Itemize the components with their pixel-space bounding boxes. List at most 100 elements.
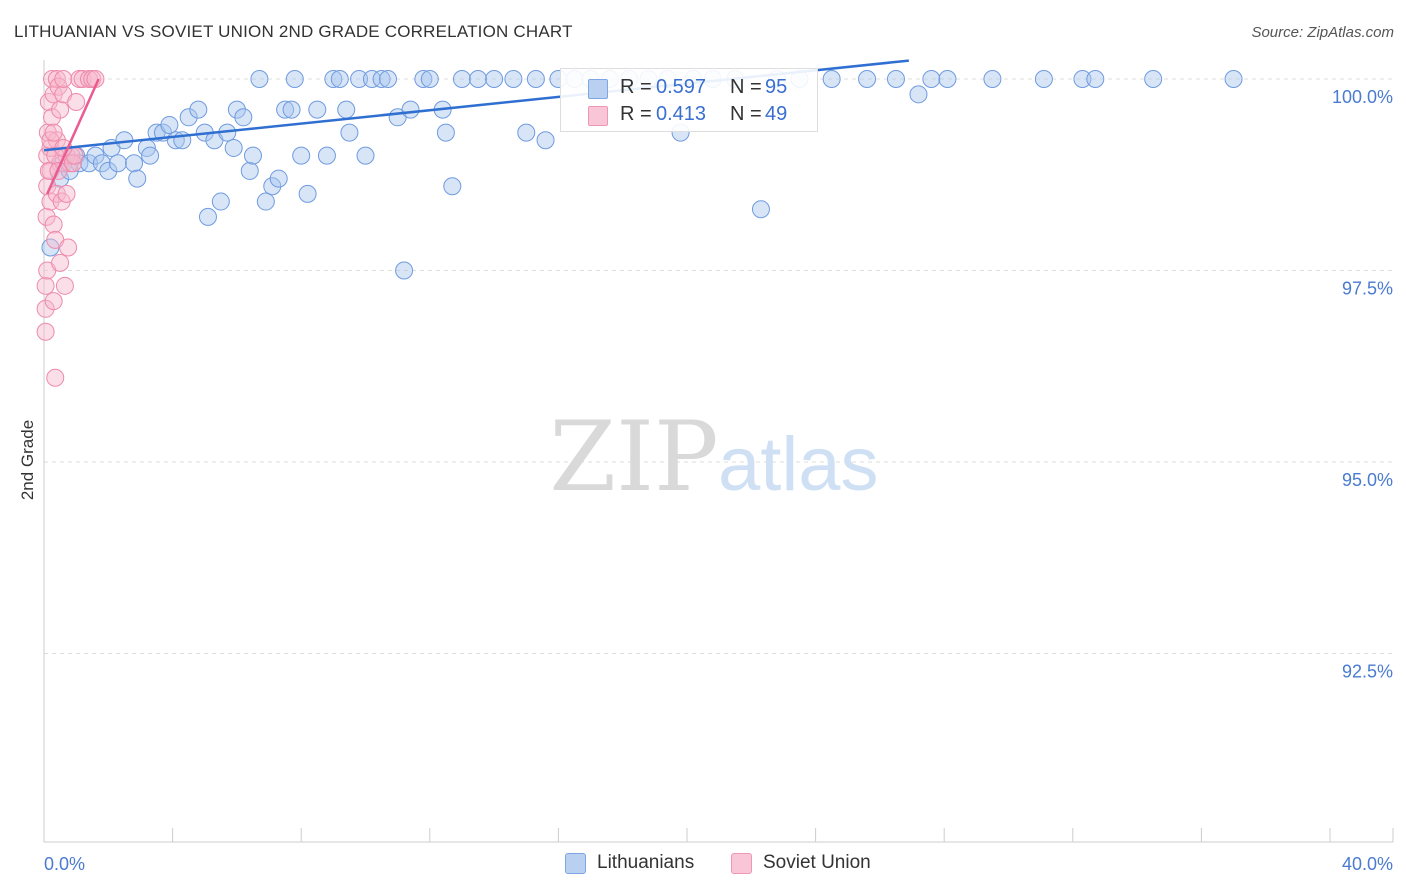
legend-swatch-pink [588, 106, 608, 126]
data-point-soviet-union [51, 253, 70, 272]
watermark: ZIP atlas [549, 401, 878, 513]
data-point-lithuanians [420, 70, 439, 88]
data-point-soviet-union [55, 276, 74, 295]
data-point-lithuanians [80, 154, 99, 173]
data-point-lithuanians [179, 108, 198, 127]
legend-swatch-soviet-union [731, 853, 752, 874]
y-tick-label: 95.0% [1342, 470, 1393, 490]
data-point-lithuanians [308, 100, 327, 119]
data-point-soviet-union [36, 322, 55, 341]
legend-n-value: 49 [765, 103, 788, 125]
data-point-lithuanians [1073, 70, 1092, 88]
data-point-lithuanians [282, 100, 301, 119]
data-point-soviet-union [47, 70, 66, 88]
watermark-atlas: atlas [718, 422, 879, 507]
data-point-lithuanians [340, 123, 359, 142]
legend-n-label: N = [730, 76, 762, 98]
data-point-lithuanians [227, 100, 246, 119]
data-point-lithuanians [401, 100, 420, 119]
data-point-lithuanians [269, 169, 288, 188]
data-point-lithuanians [317, 146, 336, 165]
data-point-lithuanians [224, 138, 243, 157]
legend-r-label: R = [620, 76, 652, 98]
y-tick-label: 92.5% [1342, 662, 1393, 682]
data-point-soviet-union [44, 123, 63, 142]
trend-line-soviet-union [46, 78, 100, 195]
data-point-lithuanians [436, 123, 455, 142]
data-point-lithuanians [211, 192, 230, 211]
data-point-soviet-union [44, 292, 63, 311]
data-point-soviet-union [73, 70, 92, 88]
data-point-lithuanians [938, 70, 957, 88]
data-point-lithuanians [234, 108, 253, 127]
data-point-lithuanians [324, 70, 343, 88]
data-point-lithuanians [298, 184, 317, 203]
data-point-lithuanians [909, 85, 928, 104]
x-tick-label: 0.0% [44, 854, 85, 874]
data-point-soviet-union [37, 207, 56, 226]
source-label: Source: ZipAtlas.com [1251, 24, 1394, 41]
data-point-lithuanians [240, 161, 259, 180]
data-point-lithuanians [330, 70, 349, 88]
correlation-legend: R = 0.597 N = 95 R = 0.413 N = 49 [560, 68, 818, 132]
data-point-lithuanians [276, 100, 295, 119]
legend-swatch-blue [588, 79, 608, 99]
data-point-lithuanians [141, 146, 160, 165]
legend-label-soviet-union: Soviet Union [763, 852, 871, 873]
data-point-soviet-union [67, 92, 86, 111]
data-point-lithuanians [362, 70, 381, 88]
data-point-lithuanians [443, 177, 462, 196]
x-tick-label: 40.0% [1342, 854, 1393, 874]
data-point-lithuanians [99, 161, 118, 180]
data-point-lithuanians [1144, 70, 1163, 88]
data-point-lithuanians [189, 100, 208, 119]
y-tick-label: 97.5% [1342, 279, 1393, 299]
data-point-lithuanians [452, 70, 471, 88]
data-point-soviet-union [63, 154, 82, 173]
data-point-lithuanians [822, 70, 841, 88]
data-point-lithuanians [285, 70, 304, 88]
data-point-lithuanians [125, 154, 144, 173]
data-point-soviet-union [51, 100, 70, 119]
data-point-lithuanians [395, 261, 414, 280]
data-point-lithuanians [337, 100, 356, 119]
data-point-lithuanians [886, 70, 905, 88]
data-point-lithuanians [350, 70, 369, 88]
legend-n-label: N = [730, 103, 762, 125]
axes [43, 60, 1394, 843]
chart-title: LITHUANIAN VS SOVIET UNION 2ND GRADE COR… [14, 22, 573, 41]
data-point-lithuanians [858, 70, 877, 88]
legend-swatch-lithuanians [565, 853, 586, 874]
data-point-lithuanians [536, 131, 555, 150]
legend-row-lithuanians: R = 0.597 N = 95 [561, 73, 817, 101]
data-point-lithuanians [86, 146, 105, 165]
data-point-lithuanians [256, 192, 275, 211]
data-point-lithuanians [160, 115, 179, 134]
legend-r-value: 0.413 [656, 103, 707, 125]
data-point-lithuanians [983, 70, 1002, 88]
data-point-soviet-union [57, 184, 76, 203]
data-point-lithuanians [198, 207, 217, 226]
data-point-lithuanians [263, 177, 282, 196]
legend-label-lithuanians: Lithuanians [597, 852, 695, 873]
data-point-lithuanians [751, 200, 770, 219]
y-tick-label: 100.0% [1332, 87, 1393, 107]
legend-n-value: 95 [765, 76, 788, 98]
tick-labels: 92.5% 95.0% 97.5% 100.0% 0.0% 40.0% [44, 87, 1393, 874]
data-point-lithuanians [372, 70, 391, 88]
data-point-lithuanians [414, 70, 433, 88]
data-point-lithuanians [504, 70, 523, 88]
data-point-soviet-union [59, 238, 78, 257]
data-point-lithuanians [243, 146, 262, 165]
data-point-lithuanians [517, 123, 536, 142]
data-point-soviet-union [46, 368, 65, 387]
series-soviet-union [36, 70, 105, 387]
data-point-lithuanians [108, 154, 127, 173]
data-point-lithuanians [250, 70, 269, 88]
data-point-lithuanians [526, 70, 545, 88]
data-point-lithuanians [379, 70, 398, 88]
data-point-soviet-union [44, 215, 63, 234]
legend-r-label: R = [620, 103, 652, 125]
data-point-lithuanians [292, 146, 311, 165]
